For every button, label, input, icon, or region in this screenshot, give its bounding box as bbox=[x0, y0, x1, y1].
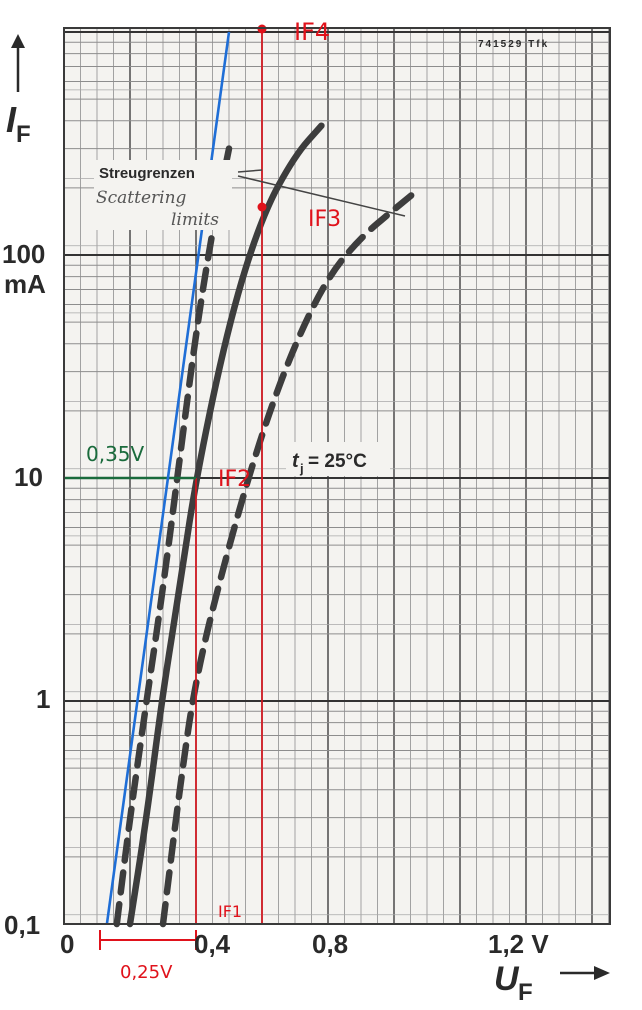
temperature-t: t bbox=[292, 450, 300, 472]
plot-frame bbox=[63, 27, 611, 925]
voltage-note-035: 0,35V bbox=[86, 442, 145, 466]
dot-if3 bbox=[257, 202, 267, 212]
y-axis-label-sub: F bbox=[16, 121, 31, 148]
label-if1: IF1 bbox=[218, 902, 242, 921]
x-tick-label-0-8: 0,8 bbox=[312, 929, 348, 959]
series-line-0 bbox=[113, 145, 233, 928]
scattering-limits-legend: Streugrenzen Scattering limits bbox=[94, 160, 406, 230]
y-axis-title: I F bbox=[6, 34, 31, 148]
figure-code: 741529 Tfk bbox=[478, 39, 549, 50]
x-axis-label: U bbox=[494, 960, 520, 998]
label-if2: IF2 bbox=[218, 467, 251, 492]
x-tick-label-1-2: 1,2 V bbox=[488, 929, 549, 959]
delta-note-025: 0,25V bbox=[120, 962, 173, 983]
temperature-sub: j bbox=[299, 461, 304, 476]
legend-de: Streugrenzen bbox=[99, 165, 195, 182]
x-tick-label-0-4: 0,4 bbox=[194, 929, 231, 959]
temperature-label: t j = 25°C bbox=[286, 442, 390, 476]
y-tick-label-ma: mA bbox=[4, 269, 46, 299]
x-axis-label-sub: F bbox=[518, 979, 533, 1006]
x-axis-title: U F bbox=[494, 960, 610, 1006]
label-if4: IF4 bbox=[294, 18, 330, 46]
y-tick-label-0-1: 0,1 bbox=[4, 910, 40, 940]
series-line-1 bbox=[126, 122, 325, 928]
series-layer bbox=[113, 122, 424, 928]
x-tick-label-0: 0 bbox=[60, 929, 74, 959]
label-if3: IF3 bbox=[308, 207, 341, 232]
series-line-2 bbox=[159, 184, 424, 928]
y-tick-label-10: 10 bbox=[14, 462, 43, 492]
legend-en-1: Scattering bbox=[96, 188, 187, 208]
temperature-value: = 25°C bbox=[308, 451, 367, 472]
y-tick-label-100: 100 bbox=[2, 239, 45, 269]
y-tick-label-1: 1 bbox=[36, 684, 50, 714]
legend-en-2: limits bbox=[171, 210, 219, 230]
y-axis-label: I bbox=[6, 99, 17, 140]
